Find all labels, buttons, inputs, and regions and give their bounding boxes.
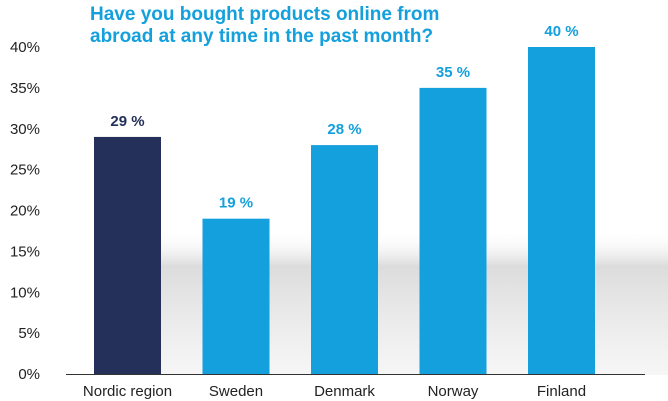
y-tick-label: 30%: [10, 121, 40, 138]
data-label: 35 %: [436, 64, 470, 81]
data-label: 29 %: [110, 113, 144, 130]
data-label: 19 %: [219, 195, 253, 212]
data-label: 40 %: [544, 23, 578, 40]
x-tick-label: Sweden: [209, 383, 263, 400]
y-tick-label: 5%: [18, 325, 40, 342]
bar: [419, 87, 487, 374]
y-tick-label: 40%: [10, 39, 40, 56]
y-tick-label: 20%: [10, 203, 40, 220]
y-tick-label: 25%: [10, 162, 40, 179]
bar: [202, 218, 270, 374]
x-tick-label: Finland: [537, 383, 586, 400]
bar: [528, 47, 595, 374]
bar: [311, 145, 378, 374]
chart-title-line-1: Have you bought products online from: [90, 4, 439, 25]
x-axis-ticks: Nordic region Sweden Denmark Norway Finland: [83, 383, 586, 400]
x-tick-label: Norway: [428, 383, 479, 400]
x-tick-label: Nordic region: [83, 383, 172, 400]
x-tick-label: Denmark: [314, 383, 375, 400]
bar: [94, 136, 161, 374]
y-axis-ticks: 0% 5% 10% 15% 20% 25% 30% 35% 40%: [10, 39, 40, 383]
y-tick-label: 35%: [10, 80, 40, 97]
y-tick-label: 15%: [10, 243, 40, 260]
bars: [94, 47, 595, 374]
y-tick-label: 0%: [18, 366, 40, 383]
data-labels: 29 % 19 % 28 % 35 % 40 %: [110, 23, 578, 212]
y-tick-label: 10%: [10, 284, 40, 301]
chart-title-line-2: abroad at any time in the past month?: [90, 26, 433, 47]
chart-title: Have you bought products online from abr…: [90, 4, 439, 47]
data-label: 28 %: [327, 121, 361, 138]
